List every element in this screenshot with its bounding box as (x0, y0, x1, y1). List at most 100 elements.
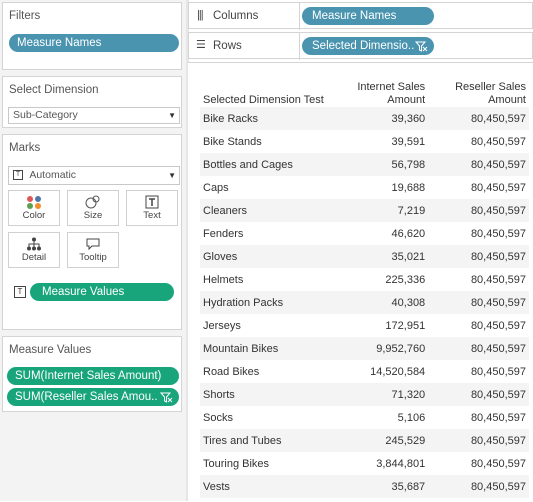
reseller-sales-cell[interactable]: 80,450,597 (470, 411, 526, 424)
measure-value-internet-sales[interactable]: SUM(Internet Sales Amount) (7, 367, 179, 385)
rows-pill-selected-dimension[interactable]: Selected Dimensio.. (302, 37, 434, 55)
internet-sales-cell[interactable]: 19,688 (391, 181, 426, 194)
row-header[interactable]: Shorts (200, 383, 332, 406)
table-row[interactable]: Bike Racks 39,360 80,450,597 (200, 107, 529, 130)
row-header[interactable]: Bike Stands (203, 135, 262, 148)
reseller-sales-cell[interactable]: 80,450,597 (428, 429, 529, 452)
reseller-sales-cell[interactable]: 80,450,597 (470, 227, 526, 240)
columns-pill-measure-names[interactable]: Measure Names (302, 7, 434, 25)
table-row[interactable]: Jerseys 172,951 80,450,597 (200, 314, 529, 337)
rows-shelf: ☰ Rows Selected Dimensio.. (188, 32, 533, 60)
header-reseller-sales[interactable]: Reseller Sales Amount (428, 77, 529, 107)
measure-values-text-pill[interactable]: Measure Values (30, 283, 174, 301)
table-row[interactable]: Mountain Bikes 9,952,760 80,450,597 (200, 337, 529, 360)
table-row[interactable]: Road Bikes 14,520,584 80,450,597 (200, 360, 529, 383)
row-header[interactable]: Gloves (200, 245, 332, 268)
internet-sales-cell[interactable]: 3,844,801 (376, 457, 426, 470)
crosstab-table: Selected Dimension Test Internet Sales A… (200, 77, 529, 498)
table-row[interactable]: Cleaners 7,219 80,450,597 (200, 199, 529, 222)
table-row[interactable]: Touring Bikes 3,844,801 80,450,597 (200, 452, 529, 475)
reseller-sales-cell[interactable]: 80,450,597 (470, 135, 526, 148)
internet-sales-cell[interactable]: 225,336 (385, 273, 426, 286)
text-button[interactable]: Text (126, 190, 178, 226)
rows-icon: ☰ (196, 39, 206, 51)
table-row[interactable]: Bike Stands 39,591 80,450,597 (200, 130, 529, 153)
header-internet-sales[interactable]: Internet Sales Amount (331, 77, 428, 107)
internet-sales-cell[interactable]: 245,529 (331, 429, 429, 452)
crosstab-body: Bike Racks 39,360 80,450,597 Bike Stands 39,… (200, 107, 529, 498)
size-button-label: Size (83, 210, 103, 221)
reseller-sales-cell[interactable]: 80,450,597 (428, 107, 529, 130)
mark-type-icon: T (13, 170, 23, 181)
select-dimension-dropdown[interactable]: Sub-Category ▼ (8, 107, 180, 124)
table-row[interactable]: Gloves 35,021 80,450,597 (200, 245, 529, 268)
select-dimension-title: Select Dimension (9, 84, 99, 96)
row-header[interactable]: Mountain Bikes (200, 337, 332, 360)
reseller-sales-cell[interactable]: 80,450,597 (428, 199, 529, 222)
reseller-sales-cell[interactable]: 80,450,597 (470, 365, 526, 378)
row-header[interactable]: Caps (203, 181, 229, 194)
reseller-sales-cell[interactable]: 80,450,597 (470, 273, 526, 286)
mark-type-dropdown[interactable]: T Automatic ▼ (8, 166, 180, 185)
reseller-sales-cell[interactable]: 80,450,597 (470, 319, 526, 332)
size-icon (85, 195, 100, 209)
internet-sales-cell[interactable]: 46,620 (391, 227, 426, 240)
row-header[interactable]: Socks (203, 411, 233, 424)
internet-sales-cell[interactable]: 39,591 (391, 135, 426, 148)
row-header[interactable]: Road Bikes (203, 365, 260, 378)
row-header[interactable]: Cleaners (200, 199, 332, 222)
size-button[interactable]: Size (67, 190, 119, 226)
table-row[interactable]: Socks 5,106 80,450,597 (200, 406, 529, 429)
header-reseller-sales-line1: Reseller Sales (455, 81, 526, 93)
reseller-sales-cell[interactable]: 80,450,597 (428, 245, 529, 268)
table-row[interactable]: Tires and Tubes 245,529 80,450,597 (200, 429, 529, 452)
reseller-sales-cell[interactable]: 80,450,597 (428, 153, 529, 176)
table-row[interactable]: Helmets 225,336 80,450,597 (200, 268, 529, 291)
filter-applied-icon (160, 392, 173, 403)
row-header[interactable]: Fenders (203, 227, 244, 240)
reseller-sales-cell[interactable]: 80,450,597 (470, 457, 526, 470)
row-header[interactable]: Bike Racks (200, 107, 332, 130)
row-header[interactable]: Hydration Packs (200, 291, 332, 314)
detail-button[interactable]: Detail (8, 232, 60, 268)
row-header[interactable]: Touring Bikes (203, 457, 270, 470)
header-reseller-sales-line2: Amount (488, 94, 526, 106)
reseller-sales-cell[interactable]: 80,450,597 (428, 337, 529, 360)
internet-sales-cell[interactable]: 56,798 (331, 153, 429, 176)
reseller-sales-cell[interactable]: 80,450,597 (470, 181, 526, 194)
internet-sales-cell[interactable]: 35,687 (331, 475, 429, 498)
reseller-sales-cell[interactable]: 80,450,597 (428, 475, 529, 498)
table-row[interactable]: Vests 35,687 80,450,597 (200, 475, 529, 498)
tooltip-button[interactable]: Tooltip (67, 232, 119, 268)
row-header[interactable]: Jerseys (203, 319, 241, 332)
row-header[interactable]: Tires and Tubes (200, 429, 332, 452)
rows-pill-label: Selected Dimensio.. (312, 40, 415, 52)
header-dimension[interactable]: Selected Dimension Test (203, 94, 324, 106)
internet-sales-cell[interactable]: 71,320 (331, 383, 429, 406)
internet-sales-cell[interactable]: 9,952,760 (331, 337, 429, 360)
reseller-sales-cell[interactable]: 80,450,597 (428, 383, 529, 406)
filter-pill-measure-names[interactable]: Measure Names (9, 34, 179, 52)
row-header[interactable]: Bottles and Cages (200, 153, 332, 176)
internet-sales-cell[interactable]: 7,219 (331, 199, 429, 222)
row-header[interactable]: Helmets (203, 273, 244, 286)
internet-sales-cell[interactable]: 35,021 (331, 245, 429, 268)
text-icon (145, 195, 159, 209)
table-row[interactable]: Fenders 46,620 80,450,597 (200, 222, 529, 245)
internet-sales-cell[interactable]: 40,308 (331, 291, 429, 314)
color-button[interactable]: Color (8, 190, 60, 226)
table-row[interactable]: Shorts 71,320 80,450,597 (200, 383, 529, 406)
internet-sales-cell[interactable]: 172,951 (385, 319, 426, 332)
row-header[interactable]: Vests (200, 475, 332, 498)
reseller-sales-cell[interactable]: 80,450,597 (428, 291, 529, 314)
table-row[interactable]: Hydration Packs 40,308 80,450,597 (200, 291, 529, 314)
shelf-separator (299, 3, 300, 30)
measure-value-reseller-sales[interactable]: SUM(Reseller Sales Amou.. (7, 388, 179, 406)
table-row[interactable]: Bottles and Cages 56,798 80,450,597 (200, 153, 529, 176)
detail-icon (27, 237, 41, 251)
internet-sales-cell[interactable]: 39,360 (331, 107, 429, 130)
internet-sales-cell[interactable]: 14,520,584 (370, 365, 426, 378)
internet-sales-cell[interactable]: 5,106 (397, 411, 426, 424)
filters-title: Filters (9, 10, 41, 22)
table-row[interactable]: Caps 19,688 80,450,597 (200, 176, 529, 199)
